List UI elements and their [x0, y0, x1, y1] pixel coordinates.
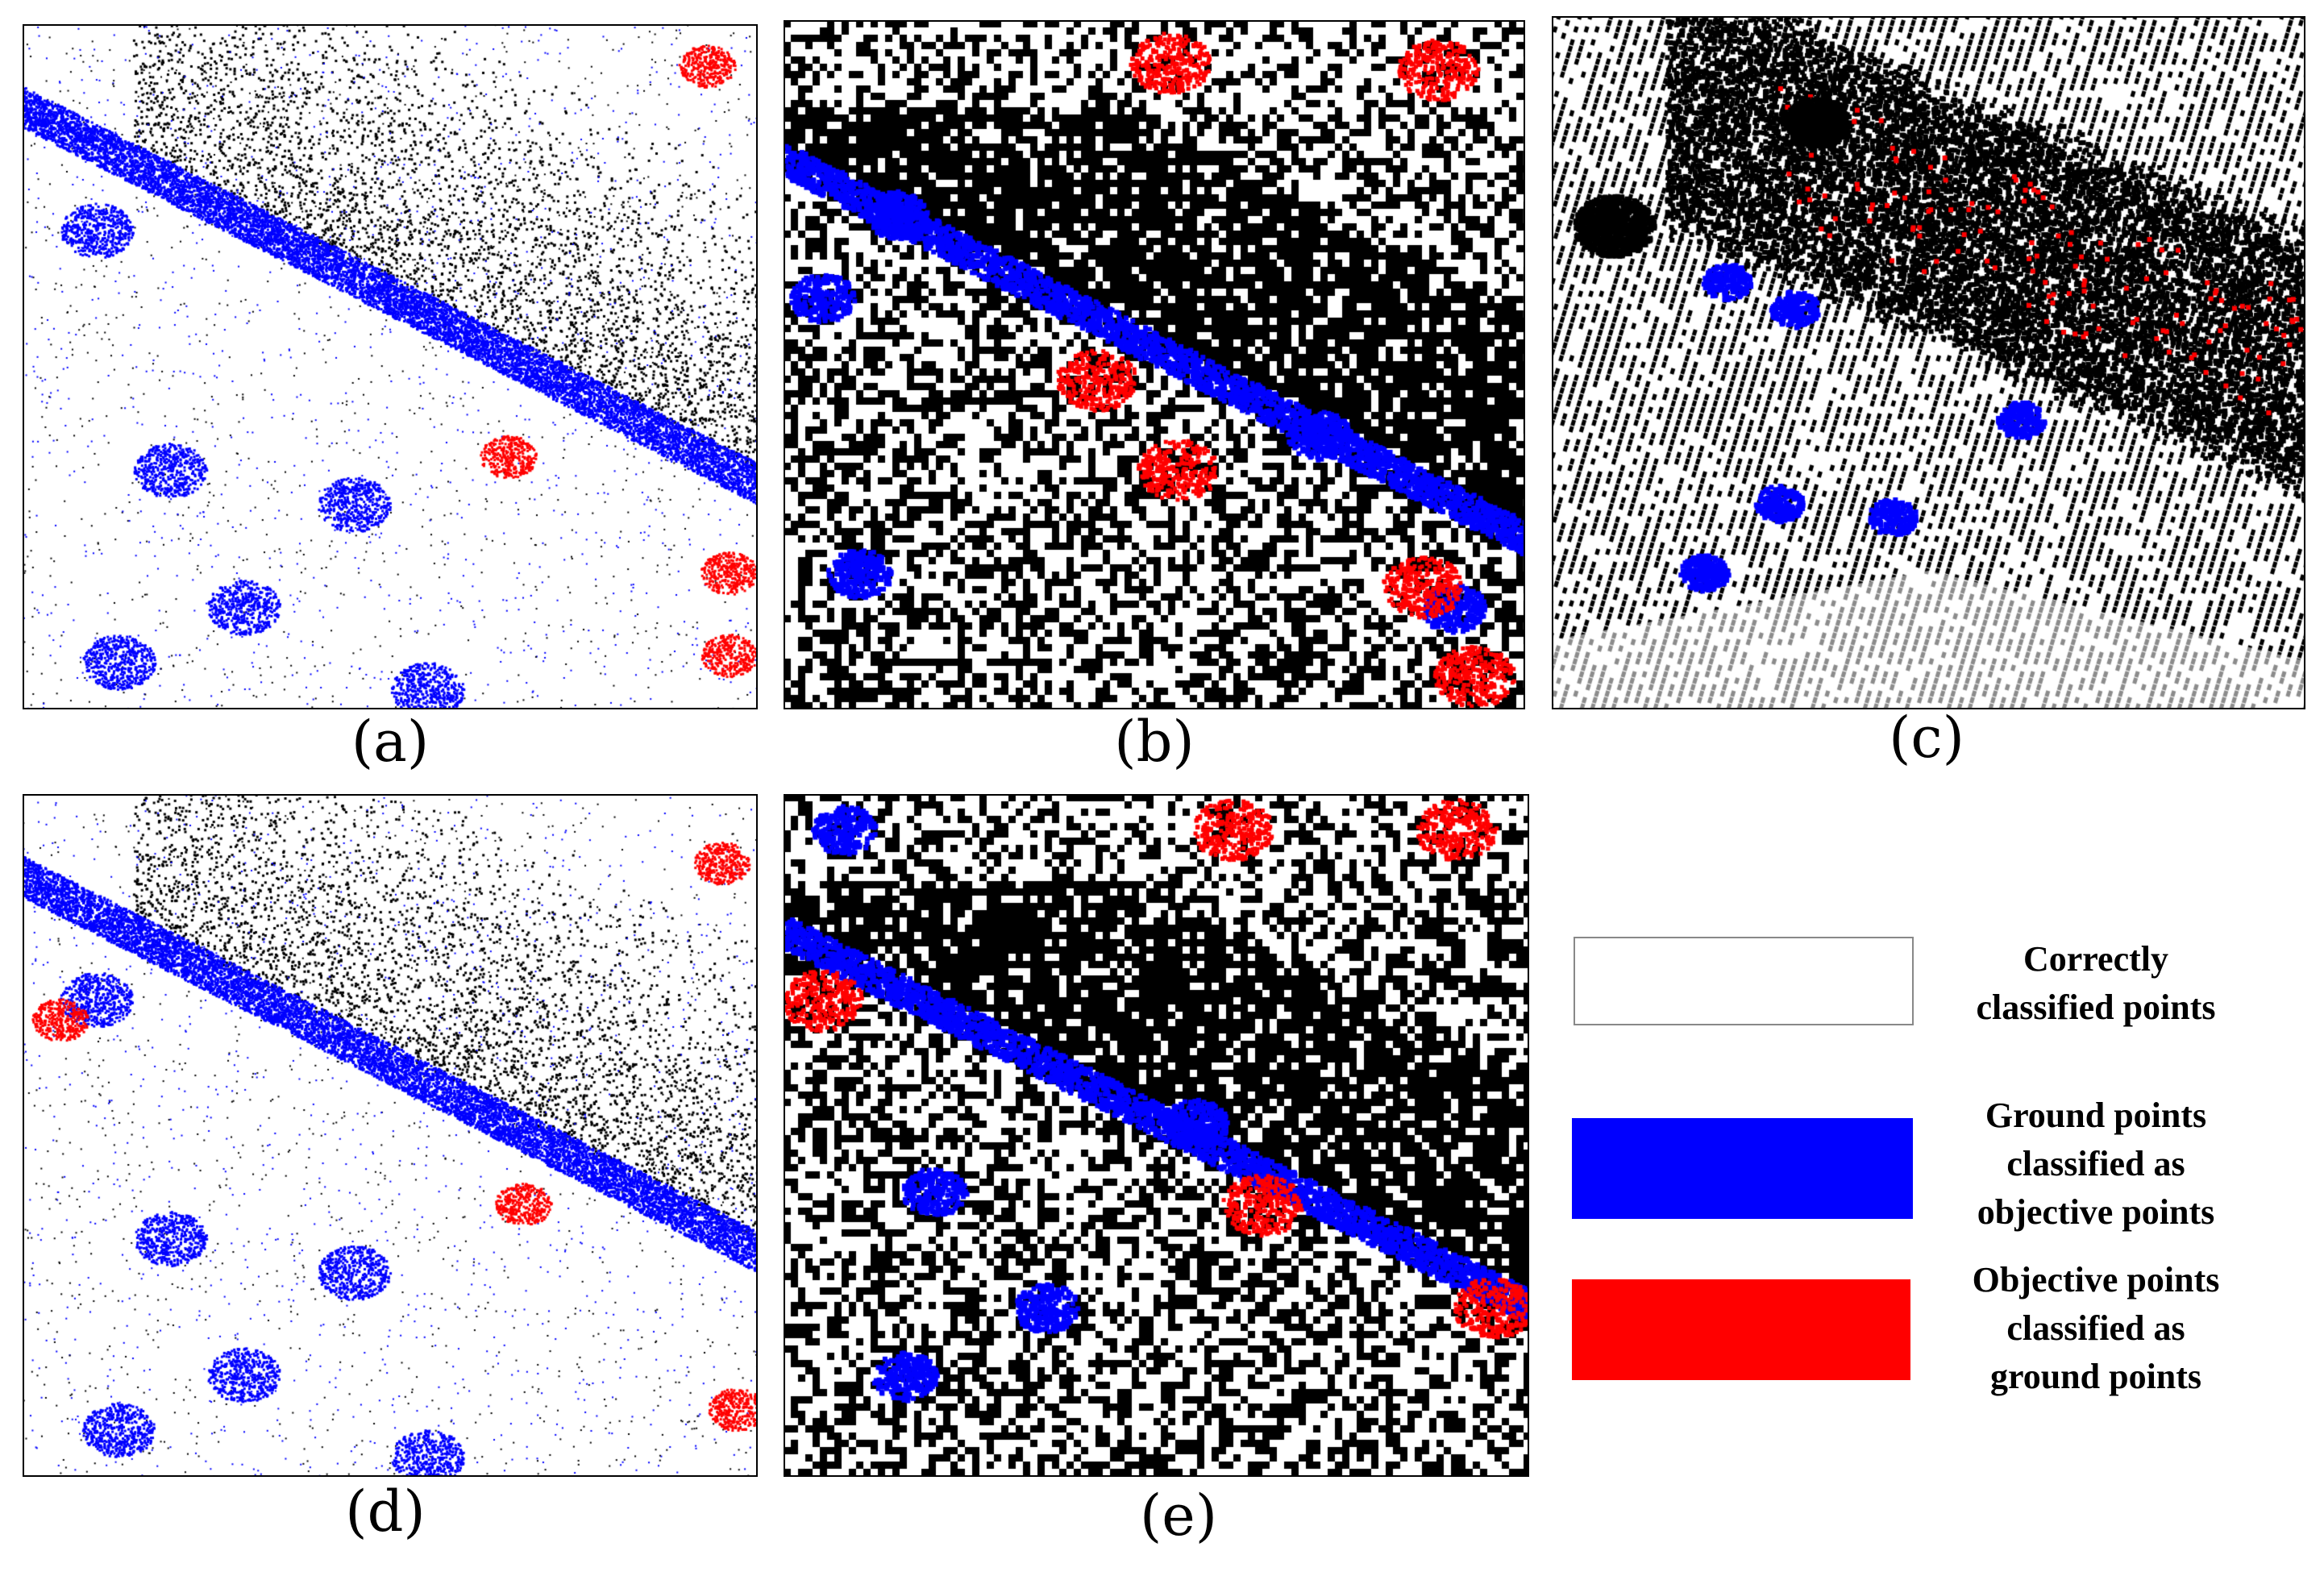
legend-label-objective-as-ground: Objective points classified as ground po…	[1935, 1256, 2257, 1401]
classification-panel-d	[23, 794, 758, 1477]
legend-label-ground-line-1: Ground points	[1985, 1096, 2207, 1135]
panel-b-scatter-image	[784, 20, 1525, 709]
panel-c-caption: (c)	[1889, 705, 1964, 771]
legend-swatch-correct	[1574, 937, 1914, 1025]
classification-panel-c	[1552, 16, 2305, 709]
classification-panel-a	[23, 24, 758, 709]
panel-b-caption: (b)	[1114, 709, 1195, 775]
classification-panel-e	[784, 794, 1529, 1477]
panel-d-caption: (d)	[345, 1478, 426, 1545]
legend-label-objective-line-1: Objective points	[1972, 1260, 2220, 1299]
panel-e-caption: (e)	[1139, 1482, 1218, 1549]
panel-d-scatter-image	[23, 794, 758, 1477]
legend-label-ground-as-objective: Ground points classified as objective po…	[1943, 1092, 2249, 1237]
legend-label-objective-line-3: ground points	[1989, 1357, 2202, 1396]
legend-swatch-ground-as-objective	[1572, 1118, 1913, 1219]
legend-label-objective-line-2: classified as	[2006, 1308, 2185, 1348]
panel-c-scatter-image	[1552, 16, 2305, 709]
legend-label-correct-line-1: Correctly	[2023, 939, 2168, 979]
legend-label-correct: Correctly classified points	[1943, 935, 2249, 1032]
panel-e-scatter-image	[784, 794, 1529, 1477]
legend-swatch-objective-as-ground	[1572, 1279, 1910, 1380]
legend-label-correct-line-2: classified points	[1976, 988, 2216, 1027]
legend-label-ground-line-2: classified as	[2006, 1144, 2185, 1183]
classification-panel-b	[784, 20, 1525, 709]
legend-label-ground-line-3: objective points	[1977, 1192, 2215, 1232]
panel-a-caption: (a)	[351, 709, 430, 775]
panel-a-scatter-image	[23, 24, 758, 709]
